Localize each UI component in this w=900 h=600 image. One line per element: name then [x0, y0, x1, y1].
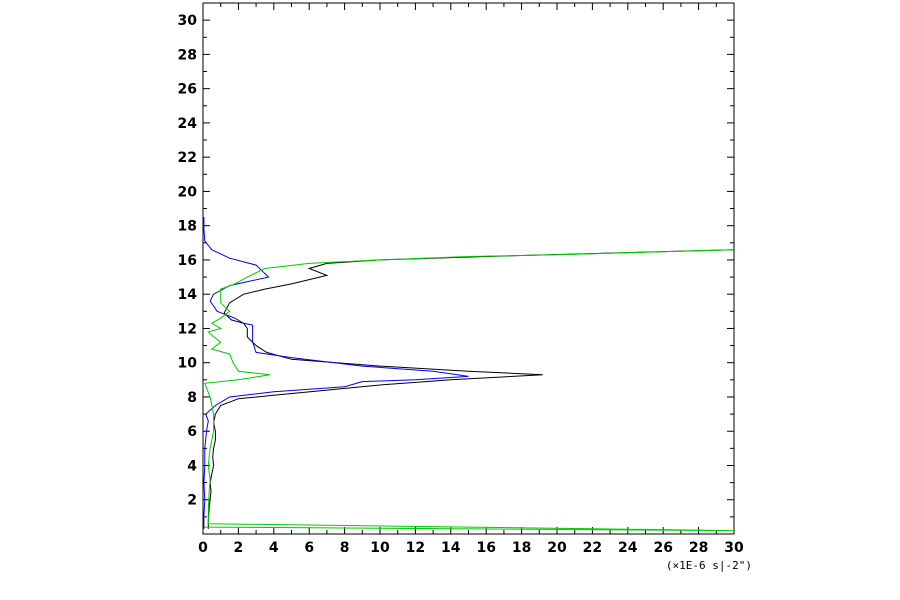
y-tick-label: 16	[178, 253, 197, 269]
x-tick-label: 22	[583, 540, 602, 556]
y-tick-label: 18	[178, 219, 197, 235]
y-tick-label: 26	[178, 82, 197, 98]
series-line-2	[203, 217, 469, 529]
y-tick-label: 14	[178, 287, 198, 303]
plot-frame	[202, 2, 735, 535]
series-line-1	[207, 249, 734, 529]
x-tick-label: 4	[269, 540, 279, 556]
x-tick-label: 20	[547, 540, 567, 556]
y-tick-label: 2	[187, 493, 197, 509]
y-tick-label: 6	[187, 424, 197, 440]
x-units-label: (×1E-6 s|-2")	[666, 559, 752, 572]
x-tick-label: 26	[653, 540, 672, 556]
y-tick-label: 8	[187, 390, 197, 406]
x-tick-label: 2	[234, 540, 244, 556]
tick-labels: 0 2 4 6 8 10 12 14 16 18 20 22 24 26 28 302468101214161…	[178, 13, 744, 556]
y-tick-label: 24	[178, 116, 198, 132]
y-tick-label: 10	[178, 356, 198, 372]
x-tick-label: 24	[618, 540, 638, 556]
x-tick-label: 28	[689, 540, 708, 556]
series-line-3	[203, 249, 734, 532]
x-tick-label: 16	[476, 540, 495, 556]
x-tick-label: 14	[441, 540, 461, 556]
y-tick-label: 22	[178, 150, 197, 166]
x-tick-label: 8	[340, 540, 350, 556]
series-layer	[203, 217, 734, 532]
x-tick-label: 12	[406, 540, 425, 556]
x-tick-label: 18	[512, 540, 531, 556]
y-tick-label: 12	[178, 321, 197, 337]
x-tick-label: 0	[198, 540, 208, 556]
axes	[202, 2, 735, 535]
y-tick-label: 30	[178, 13, 198, 29]
y-tick-label: 4	[187, 458, 197, 474]
x-tick-label: 30	[724, 540, 744, 556]
y-tick-label: 28	[178, 47, 197, 63]
x-tick-label: 6	[304, 540, 314, 556]
y-tick-label: 20	[178, 184, 198, 200]
x-tick-label: 10	[370, 540, 390, 556]
